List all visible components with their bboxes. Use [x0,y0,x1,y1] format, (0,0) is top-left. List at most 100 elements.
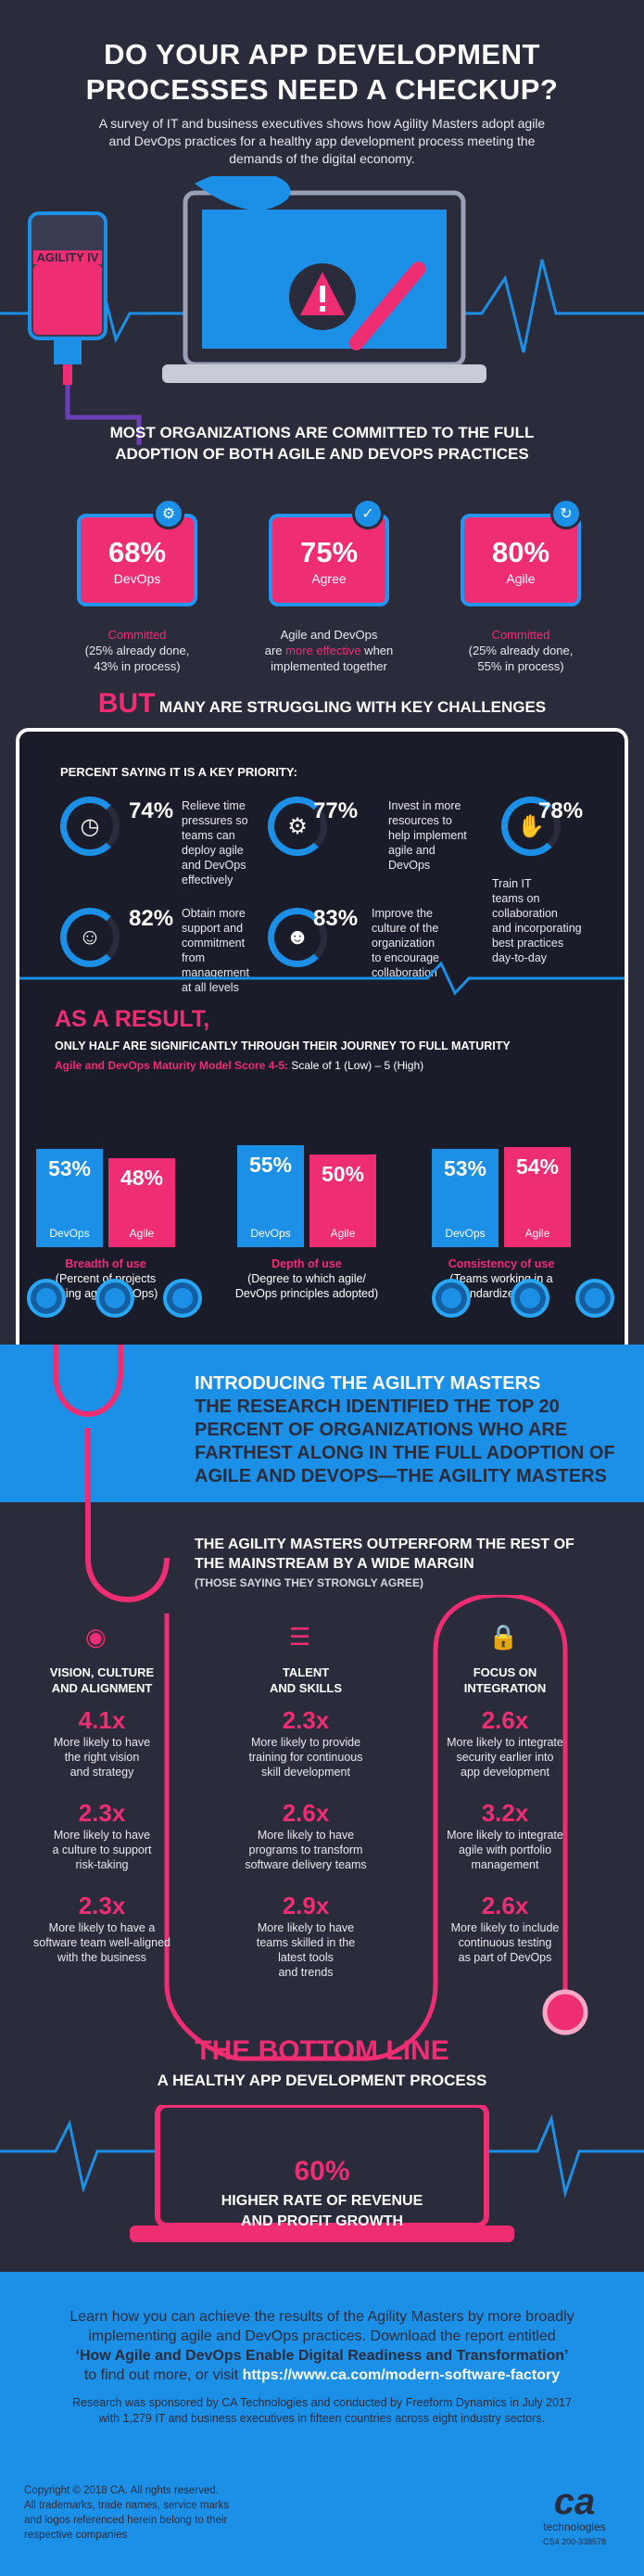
report-link[interactable]: https://www.ca.com/modern-software-facto… [242,2367,561,2383]
column-heading: TALENT AND SKILLS [222,1664,389,1696]
checkmark-icon: ✓ [352,498,384,529]
card-pct: 80% [491,536,550,568]
stat-line: collaboration [492,907,558,920]
monitor-knob [432,1279,471,1318]
card-pct: 75% [299,536,359,568]
priority-label: PERCENT SAYING IT IS A KEY PRIORITY: [60,765,297,779]
multiplier-text: training for continuous [248,1751,363,1764]
bar-devops: 55% DevOps [237,1145,304,1247]
multiplier-text: risk-taking [75,1858,129,1871]
research-line-2: with 1,279 IT and business executives in… [98,2412,546,2425]
bottom-line-title: THE BOTTOM LINE [195,2035,449,2066]
stat-line: help implement [388,829,467,842]
multiplier-text: skill development [261,1766,350,1779]
intro-line-3: demands of the digital economy. [229,151,415,166]
as-a-result: AS A RESULT, [55,1006,210,1032]
revenue-text: HIGHER RATE OF REVENUE AND PROFIT GROWTH [0,2191,644,2232]
multiplier-text: continuous testing [458,1936,552,1949]
stat-line: culture of the [372,922,439,935]
team-icon: ☻ [268,908,327,967]
stat-line: support and [182,922,244,935]
bar-series-label: DevOps [250,1227,291,1240]
copyright: Copyright © 2018 CA. All rights reserved… [24,2483,229,2543]
multiplier-stat: 2.3x More likely to have a culture to supp… [19,1799,185,1872]
intro-line-2: and DevOps practices for a healthy app d… [108,134,536,148]
multiplier-text: More likely to include [450,1921,560,1934]
multiplier-text: software delivery teams [245,1858,367,1871]
maturity-model-line: Agile and DevOps Maturity Model Score 4-… [55,1059,423,1072]
masters-heading: INTRODUCING THE AGILITY MASTERS THE RESE… [195,1372,639,1488]
commitment-heading-line-1: MOST ORGANIZATIONS ARE COMMITTED TO THE … [109,424,535,441]
maturity-scale-label: Scale of 1 (Low) – 5 (High) [288,1059,424,1072]
support-icon: ☺ [60,908,120,967]
bar-devops: 53% DevOps [432,1149,499,1247]
outperform-line-2: THE MAINSTREAM BY A WIDE MARGIN [195,1556,474,1572]
bar-agile: 48% Agile [108,1158,175,1247]
multiplier-value: 2.6x [282,1799,330,1827]
multiplier-stat: 4.1x More likely to have the right vision a… [19,1706,185,1779]
stat-line: teams on [492,892,540,905]
bar-series-label: Agile [524,1227,550,1240]
multiplier-value: 2.6x [481,1892,529,1919]
multiplier-text: More likely to have [53,1829,151,1842]
resources-icon: ⚙ [268,797,327,856]
copyright-line-3: and logos referenced herein belong to th… [24,2515,228,2526]
stethoscope-illustration [53,1345,170,1602]
column-heading: FOCUS ON INTEGRATION [422,1664,588,1696]
multiplier-text: More likely to have a [48,1921,156,1934]
report-title: ‘How Agile and DevOps Enable Digital Rea… [75,2348,569,2364]
title-line-2: PROCESSES NEED A CHECKUP? [85,73,559,106]
multiplier-text: and strategy [69,1766,134,1779]
multiplier-text: software team well-aligned [33,1936,170,1949]
multiplier-value: 2.3x [78,1892,126,1919]
outperform-frame [164,1595,588,2061]
category-label: Depth of use (Degree to which agile/DevOp… [219,1256,395,1301]
outperform-line-1: THE AGILITY MASTERS OUTPERFORM THE REST … [195,1537,575,1552]
stat-line: Improve the [372,907,434,920]
caption-line-3: implemented together [271,659,387,673]
multiplier-text: latest tools [278,1951,334,1964]
multiplier-value: 2.3x [282,1706,330,1734]
outperform-sub: (THOSE SAYING THEY STRONGLY AGREE) [195,1576,423,1589]
column-heading-line: INTEGRATION [463,1681,547,1695]
lock-icon: 🔒 [488,1623,519,1651]
monitor-knob [27,1279,66,1318]
bar-value-label: 55% [248,1153,293,1177]
page-title: DO YOUR APP DEVELOPMENT PROCESSES NEED A… [0,37,644,108]
challenges-heading: BUT MANY ARE STRUGGLING WITH KEY CHALLEN… [0,688,644,720]
multiplier-text: the right vision [64,1751,140,1764]
but-word: BUT [97,688,156,719]
category-note: DevOps principles adopted) [234,1287,379,1300]
multiplier-value: 4.1x [78,1706,126,1734]
caption-line-2: (25% already done, [468,644,574,657]
doc-code: CS4 200-338578 [542,2537,607,2546]
masters-line-2: THE RESEARCH IDENTIFIED THE TOP 20 [195,1396,560,1417]
masters-line-5: AGILE AND DEVOPS—THE AGILITY MASTERS [195,1466,607,1486]
commitment-heading-line-2: ADOPTION OF BOTH AGILE AND DEVOPS PRACTI… [115,445,529,463]
stat-line: best practices [492,937,564,950]
research-line-1: Research was sponsored by CA Technologie… [72,2396,572,2409]
monitor-knob [511,1279,549,1318]
stat-line: and DevOps [182,859,246,872]
bar-value-label: 54% [515,1154,560,1179]
category-note: (Degree to which agile/ [247,1272,366,1285]
stat-line: Invest in more [388,799,461,812]
caption-committed: Committed [107,628,167,642]
multiplier-stat: 3.2x More likely to integrate agile with p… [422,1799,588,1872]
category-note: (Percent of projects [55,1272,157,1285]
stat-line: to encourage [372,951,439,964]
copyright-line-2: All trademarks, trade names, service mar… [24,2500,230,2511]
multiplier-text: as part of DevOps [458,1951,552,1964]
stat-line: DevOps [388,859,431,872]
caption-line-2: (25% already done, [84,644,190,657]
devops-commit-card: 68% DevOps [77,514,197,606]
card-pct: 68% [107,536,167,568]
monitor-heartbeat-line [19,961,625,996]
ca-logo: ca technologies CS4 200-338578 [519,2483,630,2546]
revenue-line-1: HIGHER RATE OF REVENUE [221,2193,423,2209]
stat-text: Invest in more resources to help implement… [388,798,467,873]
multiplier-text: with the business [57,1951,146,1964]
stat-line: Train IT [492,877,532,890]
stat-text: Train IT teams on collaboration and incorpo… [492,876,582,965]
intro-text: A survey of IT and business executives s… [74,115,570,168]
